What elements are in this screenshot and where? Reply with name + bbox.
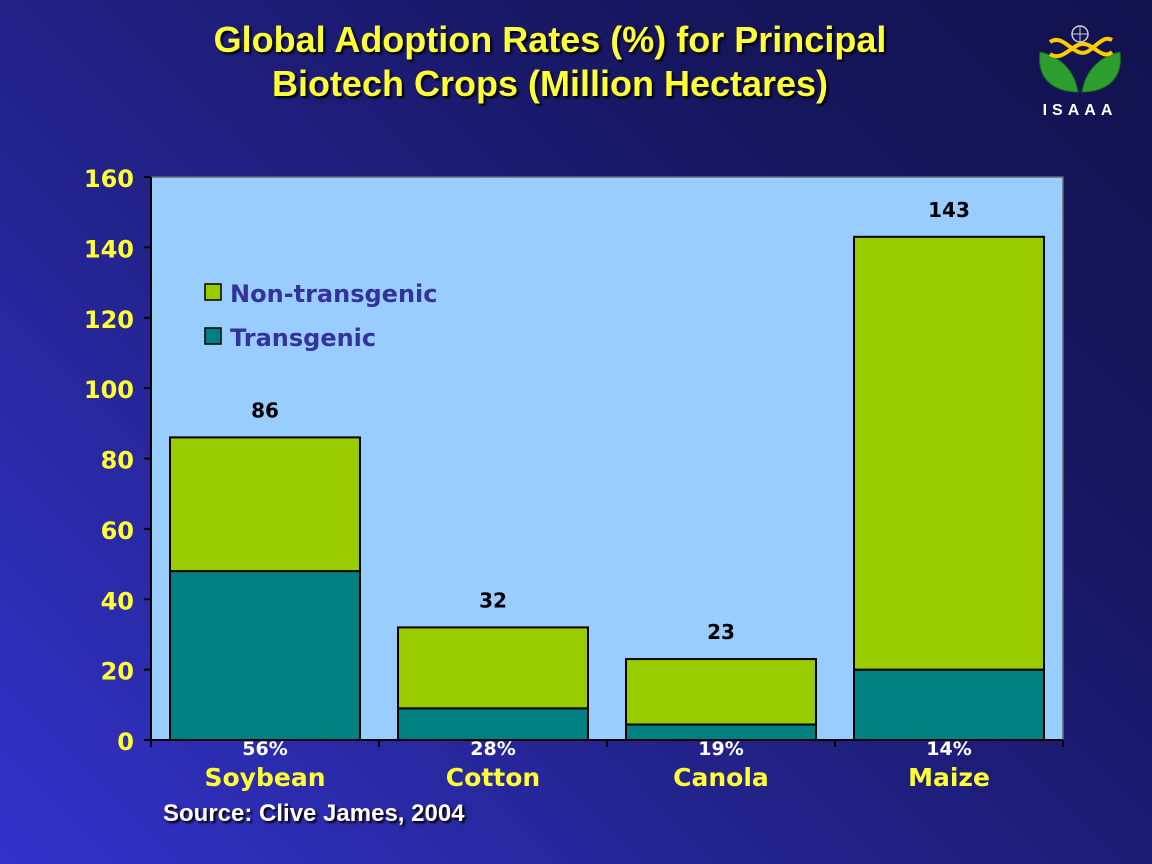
bar-transgenic-soybean <box>169 570 361 741</box>
x-tick-label-maize: Maize <box>908 763 990 792</box>
y-axis: 0 20 40 60 80 100 120 140 160 <box>84 165 152 756</box>
y-tick-label: 100 <box>84 376 134 404</box>
bars <box>169 235 1045 742</box>
adoption-label-maize: 14% <box>926 738 971 760</box>
data-labels: 86 56% Soybean 32 28% Cotton 23 19% Canola 143 14%… <box>205 198 990 792</box>
total-label-cotton: 32 <box>479 588 507 612</box>
leaf-helix-icon <box>1039 25 1121 93</box>
total-label-soybean: 86 <box>251 398 279 422</box>
y-tick-label: 0 <box>117 728 134 756</box>
legend-swatch-transgenic <box>204 327 222 345</box>
y-tick-label: 60 <box>101 517 134 545</box>
title-line-2: Biotech Crops (Million Hectares) <box>271 63 829 104</box>
bar-non-transgenic-cotton <box>397 626 589 710</box>
x-tick-label-soybean: Soybean <box>205 763 326 792</box>
bar-transgenic-maize <box>853 668 1045 741</box>
bar-non-transgenic-soybean <box>169 436 361 573</box>
y-tick-label: 20 <box>101 658 134 686</box>
isaaa-logo: ISAAA <box>1030 22 1130 132</box>
y-tick-label: 40 <box>101 587 134 615</box>
adoption-label-cotton: 28% <box>470 738 515 760</box>
x-tick-label-cotton: Cotton <box>446 763 540 792</box>
legend-label-non-transgenic: Non-transgenic <box>230 280 438 308</box>
logo-text: ISAAA <box>1042 102 1118 119</box>
title-line-1: Global Adoption Rates (%) for Principal <box>213 19 887 60</box>
adoption-label-soybean: 56% <box>242 738 287 760</box>
bar-transgenic-cotton <box>397 707 589 741</box>
bar-non-transgenic-maize <box>853 235 1045 671</box>
x-tick-label-canola: Canola <box>673 763 769 792</box>
y-tick-label: 140 <box>84 235 134 263</box>
slide-title: Global Adoption Rates (%) for Principal … <box>100 18 1000 106</box>
total-label-maize: 143 <box>928 198 970 222</box>
y-tick-label: 80 <box>101 447 134 475</box>
source-note: Source: Clive James, 2004 <box>163 800 465 827</box>
total-label-canola: 23 <box>707 620 735 644</box>
adoption-label-canola: 19% <box>698 738 743 760</box>
bar-non-transgenic-canola <box>625 658 817 726</box>
legend: Non-transgenic Transgenic <box>204 280 438 352</box>
y-tick-label: 120 <box>84 306 134 334</box>
y-tick-label: 160 <box>84 165 134 193</box>
legend-swatch-non-transgenic <box>204 283 222 301</box>
legend-label-transgenic: Transgenic <box>230 324 376 352</box>
